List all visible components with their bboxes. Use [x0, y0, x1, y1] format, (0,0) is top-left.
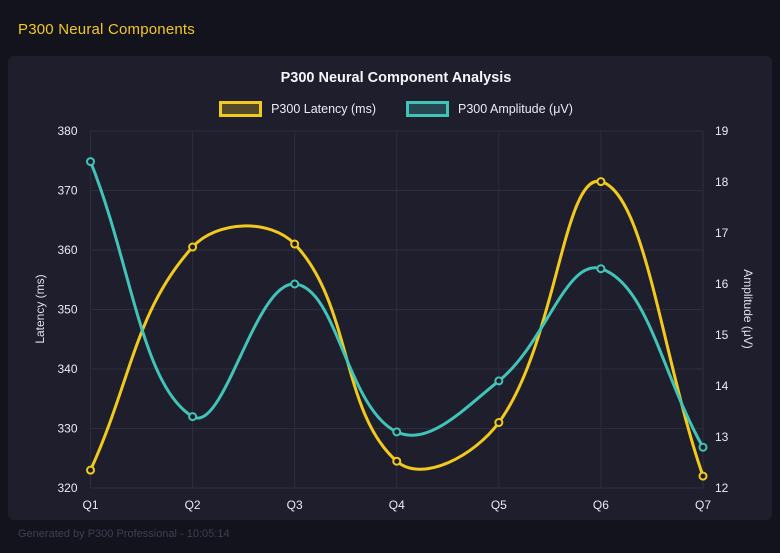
y-right-tick-label: 19 — [715, 124, 729, 138]
x-tick-label: Q5 — [491, 498, 507, 512]
data-point-latency-Q4[interactable] — [392, 456, 402, 466]
data-point-amplitude-Q2[interactable] — [188, 412, 198, 422]
y-left-tick-label: 340 — [57, 362, 77, 376]
x-tick-label: Q2 — [185, 498, 201, 512]
chart-title: P300 Neural Component Analysis — [280, 70, 512, 86]
legend-label-latency: P300 Latency (ms) — [271, 102, 376, 116]
data-point-latency-Q5[interactable] — [494, 418, 504, 428]
x-tick-label: Q3 — [287, 498, 303, 512]
chart-legend: P300 Latency (ms) P300 Amplitude (μV) — [12, 101, 780, 117]
data-point-amplitude-Q4[interactable] — [392, 427, 402, 437]
y-right-tick-label: 18 — [715, 175, 729, 189]
legend-item-amplitude[interactable]: P300 Amplitude (μV) — [406, 101, 573, 117]
legend-item-latency[interactable]: P300 Latency (ms) — [219, 101, 376, 117]
page-title: P300 Neural Components — [18, 21, 196, 38]
y-left-tick-label: 320 — [57, 481, 77, 495]
chart-card — [8, 56, 772, 520]
y-right-tick-label: 12 — [715, 481, 729, 495]
y-left-tick-label: 370 — [57, 184, 77, 198]
y-right-tick-label: 16 — [715, 277, 729, 291]
y-left-tick-label: 330 — [57, 422, 77, 436]
data-point-amplitude-Q6[interactable] — [596, 264, 606, 274]
legend-swatch-latency — [219, 101, 263, 117]
generated-footer: Generated by P300 Professional - 10:05:1… — [18, 528, 230, 540]
data-point-amplitude-Q1[interactable] — [86, 157, 95, 167]
data-point-latency-Q1[interactable] — [86, 465, 95, 475]
x-tick-label: Q1 — [82, 498, 98, 512]
y-left-tick-label: 380 — [57, 124, 77, 138]
x-tick-label: Q4 — [389, 498, 405, 512]
legend-label-amplitude: P300 Amplitude (μV) — [458, 102, 573, 116]
y-right-tick-label: 15 — [715, 328, 729, 342]
y-right-tick-label: 17 — [715, 226, 729, 240]
data-point-latency-Q6[interactable] — [596, 177, 606, 187]
data-point-amplitude-Q7[interactable] — [698, 442, 708, 452]
y-left-tick-label: 360 — [57, 243, 77, 257]
data-point-amplitude-Q3[interactable] — [290, 279, 300, 289]
data-point-latency-Q2[interactable] — [188, 242, 198, 252]
data-point-amplitude-Q5[interactable] — [494, 376, 504, 386]
data-point-latency-Q3[interactable] — [290, 239, 300, 249]
y-right-tick-label: 13 — [715, 430, 729, 444]
x-tick-label: Q6 — [593, 498, 609, 512]
data-point-latency-Q7[interactable] — [698, 471, 708, 481]
y-right-tick-label: 14 — [715, 379, 729, 393]
legend-swatch-amplitude — [406, 101, 449, 117]
y-left-tick-label: 350 — [57, 303, 77, 317]
x-tick-label: Q7 — [695, 498, 711, 512]
